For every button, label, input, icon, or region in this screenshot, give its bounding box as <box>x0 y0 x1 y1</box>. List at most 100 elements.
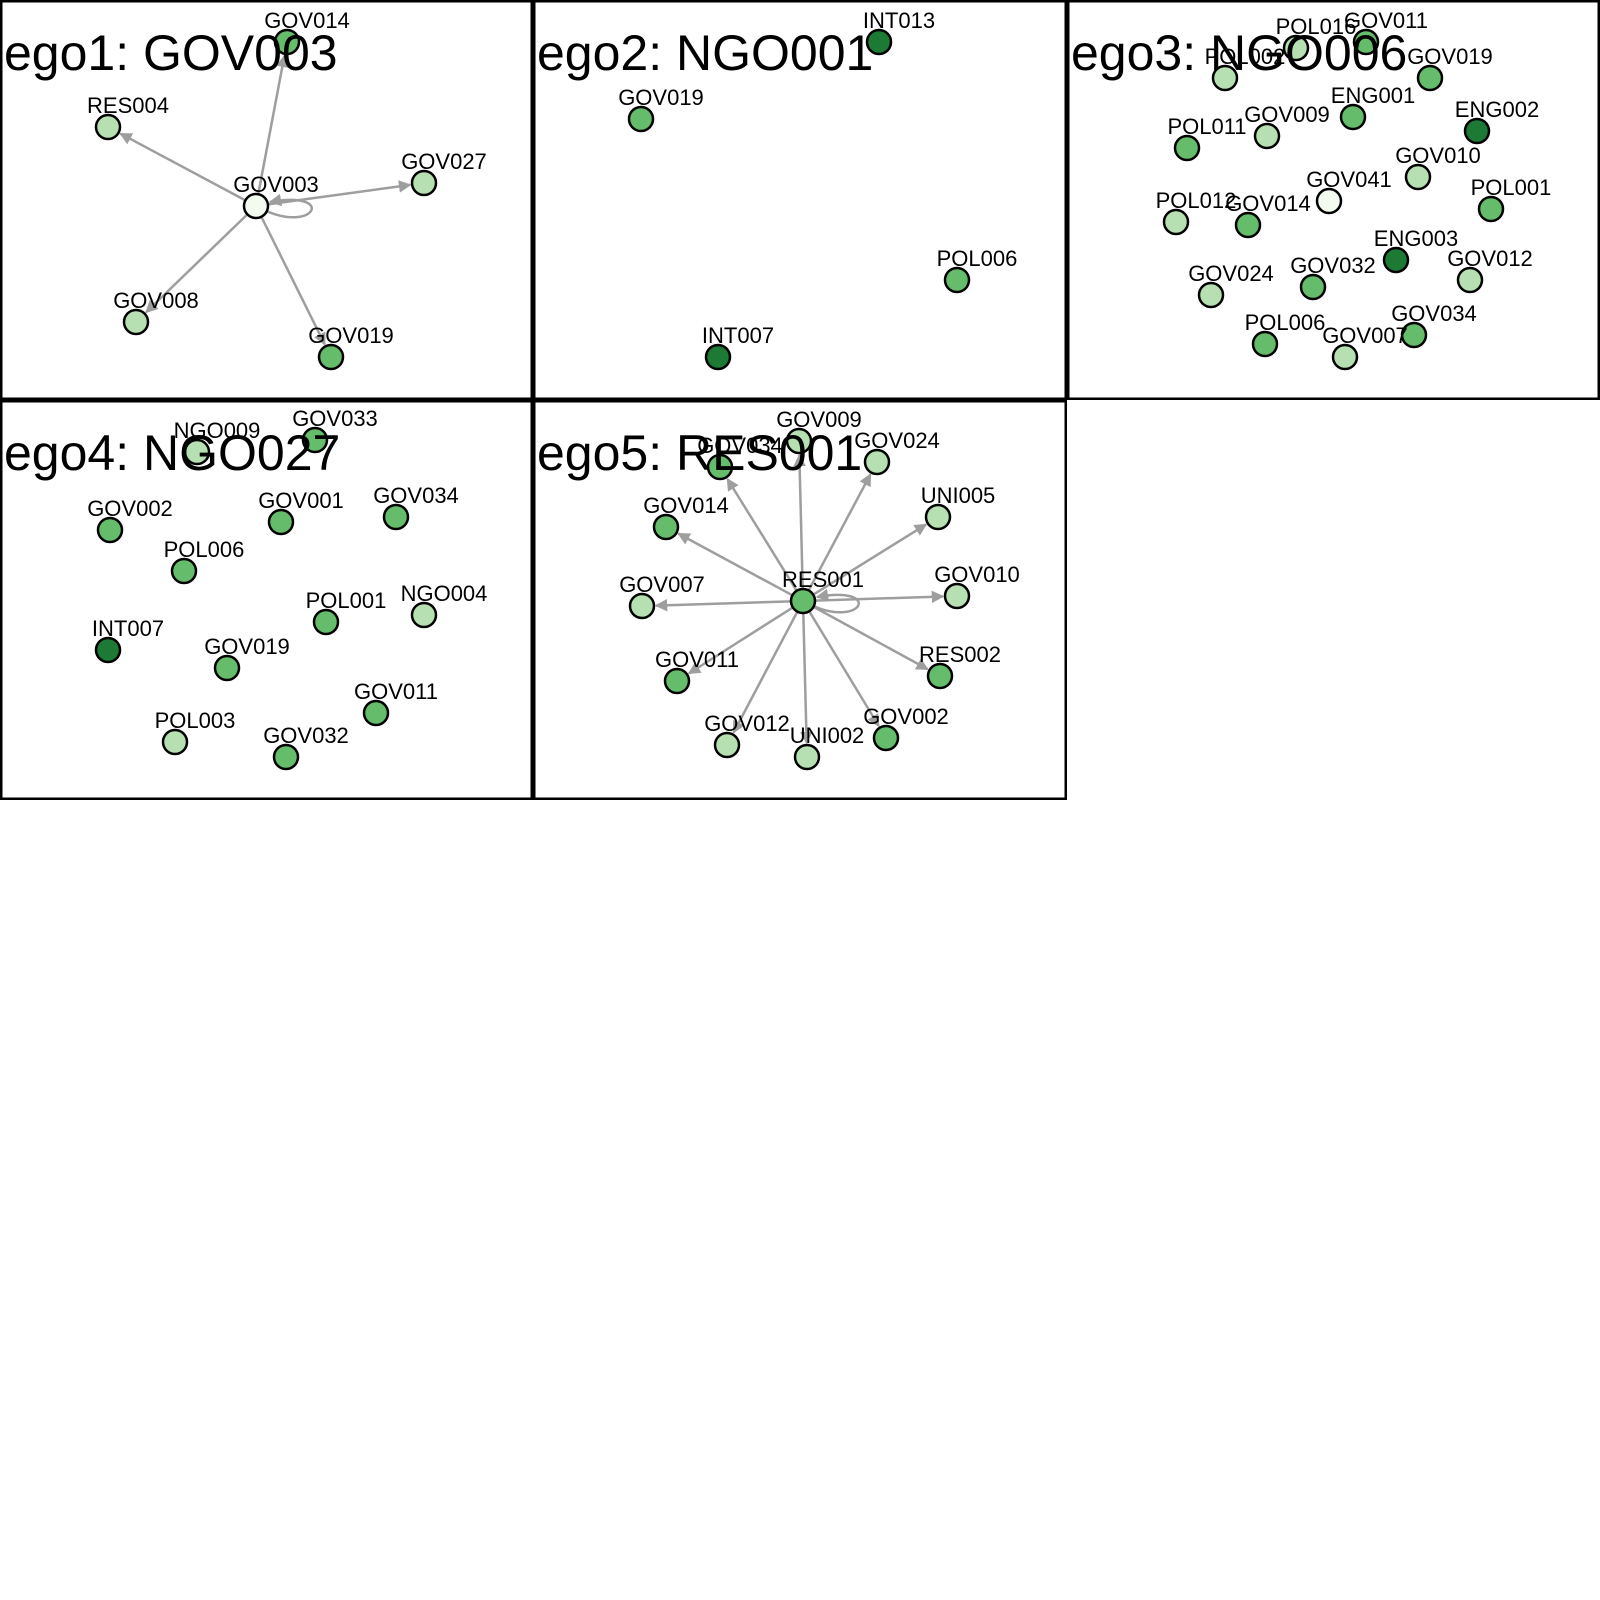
node-label: POL012 <box>1156 188 1237 213</box>
node-pol006[interactable] <box>943 266 971 294</box>
node-gov010[interactable] <box>943 582 971 610</box>
node-int013[interactable] <box>865 28 893 56</box>
node-int007[interactable] <box>94 636 122 664</box>
edge-GOV003-GOV027 <box>267 180 412 206</box>
node-pol001[interactable] <box>312 608 340 636</box>
self-loop-edge <box>810 588 860 614</box>
node-label: GOV010 <box>1395 143 1481 168</box>
node-ngo009[interactable] <box>183 438 211 466</box>
node-gov041[interactable] <box>1315 187 1343 215</box>
panel-title: ego1: GOV003 <box>4 25 338 81</box>
node-label: GOV011 <box>655 647 739 672</box>
node-eng002[interactable] <box>1463 117 1491 145</box>
node-res001[interactable] <box>789 587 817 615</box>
node-label: GOV019 <box>308 323 394 348</box>
node-label: GOV014 <box>264 8 350 33</box>
node-uni002[interactable] <box>793 743 821 771</box>
node-gov009[interactable] <box>1253 122 1281 150</box>
node-gov034[interactable] <box>1400 321 1428 349</box>
node-gov024[interactable] <box>863 448 891 476</box>
node-res004[interactable] <box>94 113 122 141</box>
node-pol006[interactable] <box>1251 330 1279 358</box>
node-label: ENG001 <box>1331 83 1415 108</box>
node-gov032[interactable] <box>272 743 300 771</box>
node-pol003[interactable] <box>161 728 189 756</box>
ego-panel-1: GOV014 RES004 GOV027 GOV003 GOV008 GOV019 ego1… <box>0 0 533 400</box>
node-gov019[interactable] <box>1416 64 1444 92</box>
node-uni005[interactable] <box>924 503 952 531</box>
node-gov003[interactable] <box>242 192 270 220</box>
panel-border <box>0 0 533 400</box>
edge-RES001-GOV011 <box>687 606 794 675</box>
ego-panel-2: INT013 GOV019 POL006 INT007 ego2: NGO001 <box>533 0 1067 400</box>
node-gov034[interactable] <box>706 453 734 481</box>
panel-border <box>0 400 533 800</box>
node-label: GOV012 <box>1447 246 1533 271</box>
node-gov014[interactable] <box>273 28 301 56</box>
node-gov014[interactable] <box>1234 211 1262 239</box>
node-label: NGO004 <box>401 581 488 606</box>
node-gov012[interactable] <box>713 731 741 759</box>
node-label: GOV009 <box>1244 102 1330 127</box>
node-gov012[interactable] <box>1456 266 1484 294</box>
node-gov024[interactable] <box>1197 281 1225 309</box>
node-int007[interactable] <box>704 343 732 371</box>
panel-border <box>1067 0 1600 400</box>
node-gov001[interactable] <box>267 508 295 536</box>
node-gov002[interactable] <box>872 724 900 752</box>
node-res002[interactable] <box>926 662 954 690</box>
node-eng001[interactable] <box>1339 103 1367 131</box>
node-pol011[interactable] <box>1173 134 1201 162</box>
node-label: GOV024 <box>854 428 940 453</box>
self-loop-edge <box>263 193 313 219</box>
node-ngo004[interactable] <box>410 601 438 629</box>
node-pol016[interactable] <box>1282 34 1310 62</box>
node-label: GOV019 <box>1407 44 1493 69</box>
node-label: GOV034 <box>373 483 459 508</box>
node-gov009[interactable] <box>785 427 813 455</box>
node-gov027[interactable] <box>410 169 438 197</box>
node-gov011[interactable] <box>362 699 390 727</box>
node-label: INT013 <box>863 8 935 33</box>
node-pol012[interactable] <box>1162 208 1190 236</box>
node-label: GOV001 <box>258 488 344 513</box>
node-pol001[interactable] <box>1477 195 1505 223</box>
node-gov019[interactable] <box>213 654 241 682</box>
node-gov019[interactable] <box>627 105 655 133</box>
node-gov011[interactable] <box>663 667 691 695</box>
node-label: GOV033 <box>292 406 378 431</box>
ego-panel-4: NGO009 GOV033 GOV002 GOV001 GOV034 POL006 POL0… <box>0 400 533 800</box>
edge-RES001-GOV002 <box>808 610 880 728</box>
node-label: GOV011 <box>354 679 438 704</box>
node-label: GOV019 <box>618 85 704 110</box>
node-gov019[interactable] <box>317 343 345 371</box>
node-label: POL016 <box>1276 14 1357 39</box>
node-pol002[interactable] <box>1211 64 1239 92</box>
node-eng003[interactable] <box>1382 246 1410 274</box>
edge-GOV003-RES004 <box>119 132 247 202</box>
node-label: GOV034 <box>1391 301 1477 326</box>
node-gov034[interactable] <box>382 503 410 531</box>
node-gov011[interactable] <box>1352 28 1380 56</box>
node-label: POL003 <box>155 708 236 733</box>
node-gov007[interactable] <box>628 592 656 620</box>
node-label: GOV002 <box>863 704 949 729</box>
node-gov033[interactable] <box>301 426 329 454</box>
node-label: POL001 <box>1471 175 1552 200</box>
node-gov014[interactable] <box>652 513 680 541</box>
node-gov010[interactable] <box>1404 163 1432 191</box>
node-gov002[interactable] <box>96 516 124 544</box>
node-label: GOV011 <box>1344 8 1428 33</box>
edge-GOV003-GOV008 <box>145 213 249 314</box>
node-label: GOV010 <box>934 562 1020 587</box>
node-label: NGO009 <box>174 418 261 443</box>
node-pol006[interactable] <box>170 557 198 585</box>
node-gov008[interactable] <box>122 308 150 336</box>
edge-RES001-UNI002 <box>800 612 813 745</box>
node-gov007[interactable] <box>1331 343 1359 371</box>
node-label: RES004 <box>87 93 169 118</box>
panels-layer: GOV014 RES004 GOV027 GOV003 GOV008 GOV019 ego1… <box>0 0 1600 800</box>
node-gov032[interactable] <box>1299 273 1327 301</box>
